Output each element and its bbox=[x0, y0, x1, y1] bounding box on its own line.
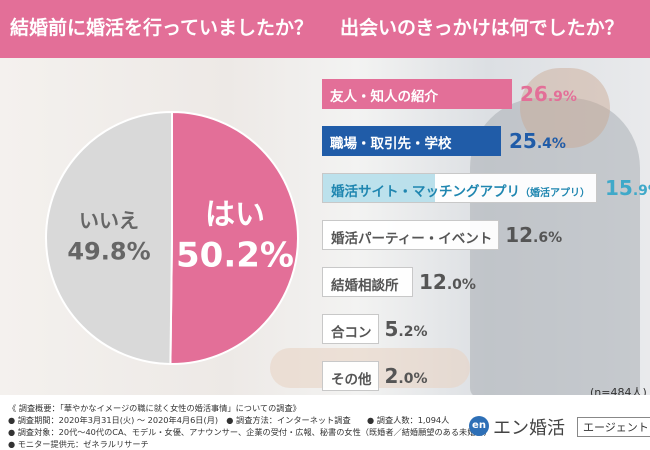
bar-label-4: 結婚相談所 bbox=[331, 278, 399, 294]
header-banner: 結婚前に婚活を行っていましたか？ 出会いのきっかけは何でしたか？ bbox=[0, 0, 650, 58]
survey-title: 《 調査概要：「華やかなイメージの職に就く女性の婚活事情」についての調査》 bbox=[8, 403, 301, 413]
bar-value-6: 2.0% bbox=[385, 364, 428, 388]
bar-label-3: 婚活パーティー・イベント bbox=[331, 231, 493, 247]
survey-period-line: ● 調査期間：2020年3月31日(火) ～ 2020年4月6日(月) ● 調査… bbox=[8, 415, 450, 425]
bar-1: 職場・取引先・学校 bbox=[322, 126, 501, 156]
pie-slice-1 bbox=[45, 110, 173, 366]
logo-badge: エージェント bbox=[577, 417, 650, 437]
survey-source-line: ● モニター提供元：ゼネラルリサーチ bbox=[8, 439, 149, 449]
pie-label-0: はい bbox=[205, 197, 265, 232]
bar-value-int-4: 12 bbox=[419, 270, 447, 294]
bar-value-1: 25.4% bbox=[509, 129, 566, 153]
bar-question: 出会いのきっかけは何でしたか？ bbox=[340, 17, 624, 39]
bar-value-dec-4: .0% bbox=[446, 277, 476, 293]
survey-target-line: ● 調査対象：20代～40代のCA、モデル・女優、アナウンサー、企業の受付・広報… bbox=[8, 427, 492, 437]
bar-value-0: 26.9% bbox=[520, 82, 577, 106]
bar-value-dec-6: .0% bbox=[398, 371, 428, 387]
bar-value-int-5: 5 bbox=[384, 317, 399, 341]
pie-question: 結婚前に婚活を行っていましたか？ bbox=[10, 17, 314, 39]
bar-5: 合コン bbox=[322, 314, 379, 344]
bar-value-4: 12.0% bbox=[419, 270, 476, 294]
en-logo-icon: en bbox=[469, 416, 489, 436]
bar-fill-0 bbox=[322, 79, 512, 109]
survey-footer: 《 調査概要：「華やかなイメージの職に就く女性の婚活事情」についての調査》 ● … bbox=[0, 395, 650, 450]
logo-name: エン婚活 bbox=[493, 418, 565, 439]
bar-fill-2 bbox=[323, 174, 435, 202]
bar-value-dec-2: .9% bbox=[632, 183, 650, 199]
bar-value-int-3: 12 bbox=[505, 223, 534, 247]
bar-value-int-0: 26 bbox=[520, 82, 548, 106]
bar-value-int-2: 15 bbox=[605, 176, 633, 200]
bar-0: 友人・知人の紹介 bbox=[322, 79, 512, 109]
photo-head bbox=[520, 68, 610, 148]
bar-label-0: 友人・知人の紹介 bbox=[330, 89, 438, 105]
bar-value-dec-0: .9% bbox=[547, 89, 577, 105]
bar-value-int-1: 25 bbox=[509, 129, 537, 153]
bar-value-5: 5.2% bbox=[385, 317, 428, 341]
pie-slice-0 bbox=[169, 110, 299, 365]
bar-3: 婚活パーティー・イベント bbox=[322, 220, 500, 250]
pie-value-0: 50.2% bbox=[176, 235, 294, 275]
bar-label-1: 職場・取引先・学校 bbox=[330, 136, 452, 152]
bar-fill-1 bbox=[322, 126, 501, 156]
bar-label-5: 合コン bbox=[331, 325, 372, 341]
bar-6: その他 bbox=[322, 361, 379, 391]
bar-value-2: 15.9% bbox=[605, 176, 650, 200]
bar-4: 結婚相談所 bbox=[322, 267, 413, 297]
bar-label-2: 婚活サイト・マッチングアプリ（婚活アプリ） bbox=[331, 184, 590, 200]
bar-label-note-2: （婚活アプリ） bbox=[520, 188, 590, 199]
bar-value-dec-3: .6% bbox=[533, 230, 563, 246]
bar-value-int-6: 2 bbox=[384, 364, 399, 388]
pie-value-1: 49.8% bbox=[67, 238, 150, 266]
bar-2: 婚活サイト・マッチングアプリ（婚活アプリ） bbox=[322, 173, 597, 203]
pie-label-1: いいえ bbox=[79, 209, 139, 233]
bar-value-dec-1: .4% bbox=[536, 136, 566, 152]
bar-value-3: 12.6% bbox=[505, 223, 562, 247]
bar-label-6: その他 bbox=[331, 372, 372, 388]
bar-value-dec-5: .2% bbox=[398, 324, 428, 340]
